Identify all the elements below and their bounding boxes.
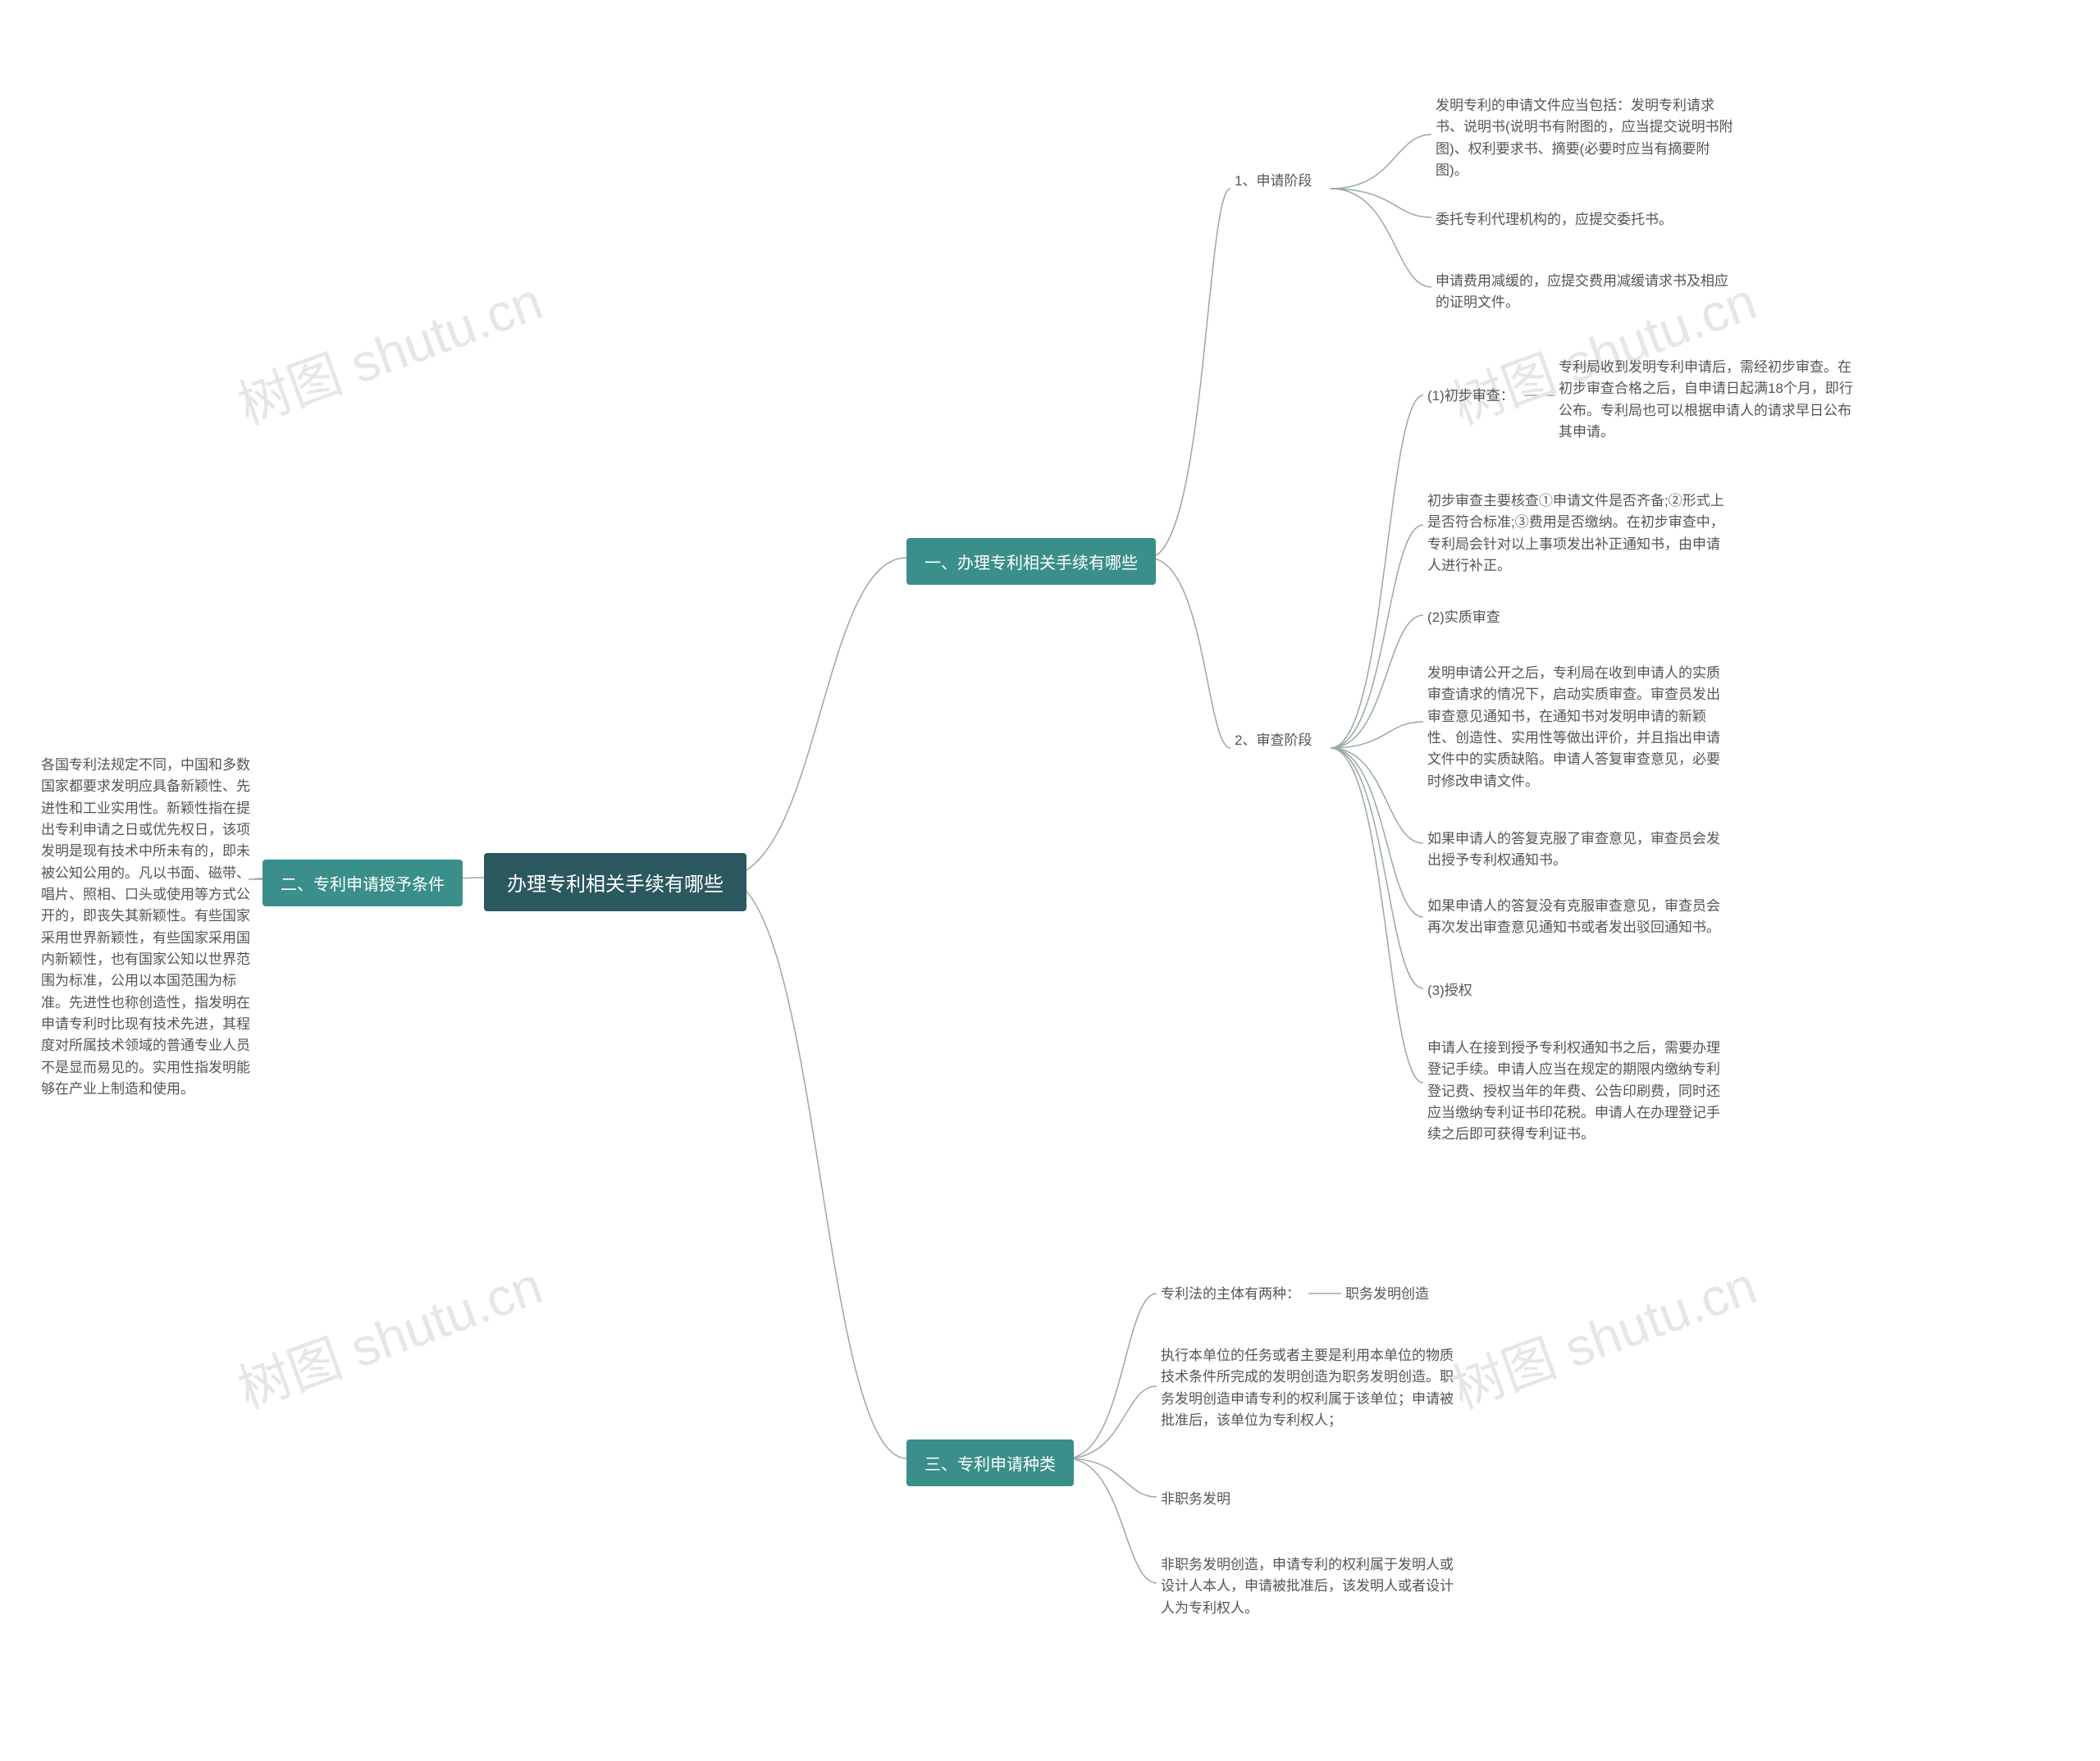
leaf-s1-2-c: (2)实质审查 xyxy=(1427,607,1500,628)
leaf-s3-a-1: 职务发明创造 xyxy=(1345,1284,1429,1305)
section-node-2[interactable]: 二、专利申请授予条件 xyxy=(262,860,463,906)
leaf-s1-2-h: 申请人在接到授予专利权通知书之后，需要办理登记手续。申请人应当在规定的期限内缴纳… xyxy=(1427,1038,1731,1146)
watermark: 树图 shutu.cn xyxy=(226,1243,551,1423)
node-s1-1[interactable]: 1、申请阶段 xyxy=(1235,171,1312,192)
watermark: 树图 shutu.cn xyxy=(1440,1243,1765,1423)
root-node[interactable]: 办理专利相关手续有哪些 xyxy=(484,853,746,911)
section-node-1[interactable]: 一、办理专利相关手续有哪些 xyxy=(906,538,1156,585)
leaf-s1-2-e: 如果申请人的答复克服了审查意见，审查员会发出授予专利权通知书。 xyxy=(1427,828,1731,872)
node-s3-a[interactable]: 专利法的主体有两种： xyxy=(1161,1284,1300,1305)
leaf-s3-c: 非职务发明 xyxy=(1161,1489,1230,1510)
leaf-s1-2-f: 如果申请人的答复没有克服审查意见，审查员会再次发出审查意见通知书或者发出驳回通知… xyxy=(1427,896,1731,939)
leaf-s1-1-a: 发明专利的申请文件应当包括：发明专利请求书、说明书(说明书有附图的，应当提交说明… xyxy=(1436,95,1739,181)
section-node-3[interactable]: 三、专利申请种类 xyxy=(906,1439,1074,1486)
watermark: 树图 shutu.cn xyxy=(226,259,551,439)
leaf-s3-b: 执行本单位的任务或者主要是利用本单位的物质技术条件所完成的发明创造为职务发明创造… xyxy=(1161,1345,1464,1431)
leaf-s1-2-d: 发明申请公开之后，专利局在收到申请人的实质审查请求的情况下，启动实质审查。审查员… xyxy=(1427,663,1731,792)
leaf-s2: 各国专利法规定不同，中国和多数国家都要求发明应具备新颖性、先进性和工业实用性。新… xyxy=(41,755,254,1101)
leaf-s1-1-c: 申请费用减缓的，应提交费用减缓请求书及相应的证明文件。 xyxy=(1436,271,1739,314)
leaf-s3-d: 非职务发明创造，申请专利的权利属于发明人或设计人本人，申请被批准后，该发明人或者… xyxy=(1161,1554,1464,1619)
leaf-s1-1-b: 委托专利代理机构的，应提交委托书。 xyxy=(1436,209,1673,230)
node-s1-2-1[interactable]: (1)初步审查： xyxy=(1427,386,1514,407)
node-s1-2[interactable]: 2、审查阶段 xyxy=(1235,730,1312,751)
leaf-s1-2-1-a: 专利局收到发明专利申请后，需经初步审查。在初步审查合格之后，自申请日起满18个月… xyxy=(1559,357,1854,443)
leaf-s1-2-b: 初步审查主要核查①申请文件是否齐备;②形式上是否符合标准;③费用是否缴纳。在初步… xyxy=(1427,490,1731,577)
leaf-s1-2-g: (3)授权 xyxy=(1427,980,1472,1001)
